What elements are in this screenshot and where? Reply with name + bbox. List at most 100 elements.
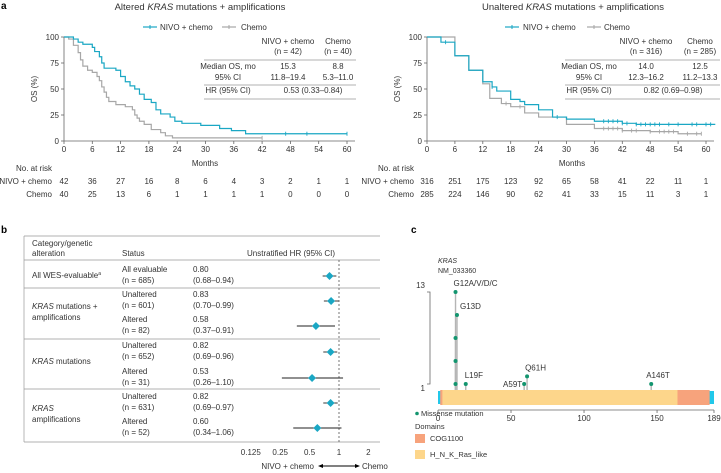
km-plot-unaltered: Unaltered KRAS mutations + amplification… [361, 2, 720, 199]
x-tick-label: 54 [314, 145, 323, 154]
x-tick-label: 48 [646, 145, 655, 154]
x-tick-label: 0 [436, 414, 441, 423]
mutation-label: Q61H [525, 363, 546, 372]
table-cell: 14.0 [638, 62, 654, 71]
at-risk-value: 8 [175, 177, 180, 186]
at-risk-value: 0 [288, 190, 293, 199]
y-axis-bracket [427, 291, 431, 385]
at-risk-value: 42 [60, 177, 69, 186]
x-tick-label: 0 [62, 145, 67, 154]
at-risk-row-label: NIVO + chemo [0, 177, 53, 186]
at-risk-value: 11 [674, 177, 683, 186]
mutation-label: G12A/V/D/C [454, 279, 498, 288]
mutation-label: L19F [465, 371, 483, 380]
missense-mutation-dot [649, 382, 654, 386]
y-tick-label: 25 [413, 111, 422, 120]
km-title: Unaltered KRAS mutations + amplification… [482, 2, 664, 13]
at-risk-label: No. at risk [16, 164, 53, 173]
chemo-survival-curve [64, 36, 263, 139]
table-hr-value: 0.82 (0.69–0.98) [644, 86, 703, 95]
y-tick-label: 13 [416, 281, 425, 290]
table-cell: 15.3 [280, 62, 296, 71]
at-risk-value: 251 [448, 177, 462, 186]
hr-marker [326, 348, 335, 356]
at-risk-value: 1 [175, 190, 180, 199]
row-ci: (0.37–0.91) [193, 326, 234, 335]
domain-ras-like [442, 390, 678, 405]
table-header-nivo: NIVO + chemo [620, 37, 673, 46]
x-tick-label: 30 [562, 145, 571, 154]
at-risk-value: 65 [562, 177, 571, 186]
at-risk-value: 13 [116, 190, 125, 199]
at-risk-value: 33 [590, 190, 599, 199]
at-risk-value: 15 [618, 190, 627, 199]
row-hr: 0.82 [193, 341, 209, 350]
legend-chemo: Chemo [604, 23, 630, 32]
x-tick-label: 18 [144, 145, 153, 154]
at-risk-value: 25 [88, 190, 97, 199]
at-risk-value: 0 [316, 190, 321, 199]
at-risk-value: 41 [618, 177, 627, 186]
table-hr-value: 0.53 (0.33–0.84) [284, 86, 343, 95]
legend-domains-title: Domains [415, 422, 445, 431]
y-tick-label: 25 [50, 111, 59, 120]
x-tick-label: 2 [366, 448, 371, 457]
y-tick-label: 100 [409, 33, 423, 42]
y-tick-label: 75 [413, 59, 422, 68]
row-ci: (0.68–0.94) [193, 276, 234, 285]
header-category: Category/genetic [32, 239, 92, 248]
row-hr: 0.82 [193, 392, 209, 401]
x-tick-label: 36 [229, 145, 238, 154]
group-label: All WES-evaluablea [32, 271, 101, 280]
gene-label: KRAS [438, 258, 457, 265]
at-risk-label: No. at risk [378, 164, 415, 173]
x-tick-label: 0.125 [241, 448, 262, 457]
missense-mutation-dot [453, 382, 458, 386]
at-risk-value: 224 [448, 190, 462, 199]
km-plot-altered: Altered KRAS mutations + amplifications … [0, 2, 356, 199]
hr-marker [308, 374, 317, 382]
y-tick-label: 100 [46, 33, 60, 42]
panel-label-a: a [1, 1, 7, 12]
missense-mutation-dot [453, 359, 458, 363]
at-risk-value: 316 [420, 177, 434, 186]
legend-ras-like: H_N_K_Ras_like [430, 450, 487, 459]
row-hr: 0.60 [193, 417, 209, 426]
y-tick-label: 75 [50, 59, 59, 68]
at-risk-value: 3 [676, 190, 681, 199]
at-risk-value: 175 [476, 177, 490, 186]
row-status: Altered [122, 315, 147, 324]
group-label: amplifications [32, 313, 80, 322]
legend-nivo: NIVO + chemo [160, 23, 213, 32]
row-ci: (0.34–1.06) [193, 428, 234, 437]
x-tick-label: 50 [507, 414, 516, 423]
at-risk-value: 1 [203, 190, 208, 199]
at-risk-row-label: NIVO + chemo [361, 177, 414, 186]
mutation-label: G13D [460, 302, 481, 311]
at-risk-value: 6 [147, 190, 152, 199]
missense-mutation-dot [525, 374, 530, 379]
x-tick-label: 12 [116, 145, 125, 154]
hr-marker [326, 399, 335, 407]
missense-mutation-dot [453, 336, 458, 340]
at-risk-value: 0 [345, 190, 350, 199]
y-axis-label: OS (%) [393, 76, 402, 103]
missense-mutation-dot [454, 313, 459, 317]
y-tick-label: 0 [55, 137, 60, 146]
row-n: (n = 82) [122, 326, 150, 335]
row-status: Unaltered [122, 392, 157, 401]
at-risk-value: 27 [116, 177, 125, 186]
header-hr: Unstratified HR (95% CI) [247, 249, 335, 258]
row-status: Altered [122, 417, 147, 426]
table-row-label: Median OS, mo [561, 62, 617, 71]
y-tick-label: 1 [421, 384, 426, 393]
missense-mutation-dot [522, 382, 527, 386]
x-tick-label: 0.5 [304, 448, 316, 457]
at-risk-value: 123 [504, 177, 518, 186]
x-tick-label: 18 [506, 145, 515, 154]
at-risk-value: 1 [704, 190, 709, 199]
at-risk-value: 1 [704, 177, 709, 186]
at-risk-value: 41 [562, 190, 571, 199]
panel-label-b: b [1, 225, 7, 236]
lollipop-plot: KRAS NM_033360 Missense mutation Domains… [415, 258, 721, 459]
